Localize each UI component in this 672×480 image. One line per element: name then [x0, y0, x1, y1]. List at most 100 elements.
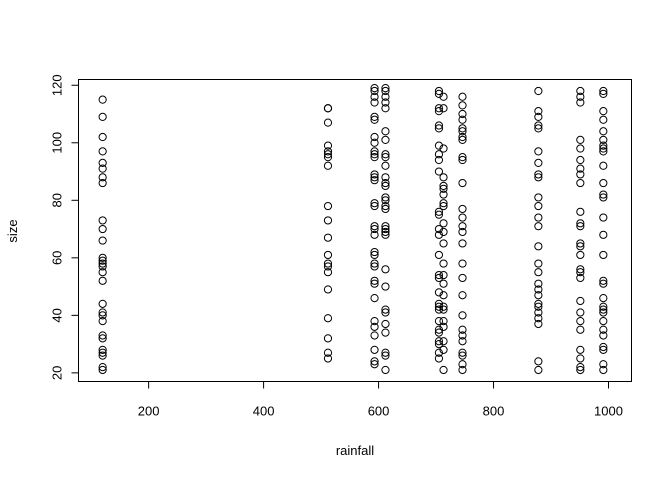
- data-point: [576, 354, 585, 363]
- data-point: [599, 127, 608, 136]
- data-point: [370, 357, 379, 366]
- data-point: [434, 299, 444, 308]
- data-point: [534, 121, 543, 130]
- data-point: [434, 230, 444, 239]
- data-point: [323, 334, 333, 343]
- data-point: [439, 92, 448, 101]
- data-point: [439, 337, 448, 346]
- data-point: [381, 224, 390, 234]
- data-point: [370, 173, 379, 182]
- data-point: [381, 222, 390, 231]
- data-point: [370, 112, 379, 121]
- data-point: [458, 204, 467, 214]
- data-point: [98, 236, 107, 245]
- data-point: [98, 308, 107, 317]
- data-point: [458, 178, 467, 188]
- data-point: [370, 201, 379, 211]
- data-point: [534, 365, 543, 375]
- y-axis: 20 40 60 80 100 120: [50, 74, 79, 380]
- data-point: [534, 259, 543, 268]
- data-point: [458, 222, 467, 231]
- data-point: [323, 285, 333, 294]
- data-point: [458, 115, 467, 124]
- data-point: [98, 158, 107, 168]
- data-point: [599, 161, 608, 170]
- data-point: [381, 193, 390, 202]
- y-tick-label: 80: [50, 193, 65, 207]
- data-point: [458, 124, 467, 133]
- data-point: [370, 224, 379, 234]
- data-point: [599, 342, 608, 352]
- data-point: [458, 132, 467, 142]
- x-tick-label: 200: [138, 404, 160, 419]
- data-point: [370, 84, 379, 93]
- data-point: [599, 89, 608, 98]
- y-tick-label: 20: [50, 366, 65, 380]
- data-point: [323, 216, 333, 225]
- data-point: [576, 308, 585, 317]
- data-point: [370, 115, 379, 124]
- data-point: [576, 155, 585, 165]
- data-point: [439, 279, 448, 288]
- y-tick-label: 120: [50, 74, 65, 96]
- data-point: [439, 219, 448, 228]
- data-point: [381, 86, 390, 96]
- data-point: [370, 92, 379, 101]
- data-point: [434, 288, 444, 297]
- data-point: [534, 86, 543, 96]
- data-point: [599, 178, 608, 188]
- data-point: [576, 250, 585, 260]
- data-point: [599, 308, 608, 317]
- data-point: [381, 308, 390, 317]
- data-point: [370, 345, 379, 354]
- data-point: [576, 317, 585, 326]
- data-point: [439, 227, 448, 237]
- data-point: [370, 86, 379, 96]
- data-point: [323, 150, 333, 159]
- data-point: [458, 213, 467, 222]
- data-point: [323, 233, 333, 242]
- data-point: [370, 98, 379, 107]
- data-point: [381, 265, 390, 274]
- data-point: [434, 348, 444, 357]
- data-point: [381, 201, 390, 211]
- data-point: [370, 276, 379, 285]
- data-points: [98, 84, 608, 375]
- data-point: [458, 259, 467, 268]
- data-point: [534, 193, 543, 202]
- data-point: [434, 150, 444, 159]
- data-point: [599, 360, 608, 369]
- data-point: [370, 322, 379, 331]
- data-point: [434, 121, 444, 130]
- data-point: [458, 337, 467, 346]
- data-point: [381, 135, 390, 144]
- data-point: [599, 331, 608, 340]
- data-point: [534, 308, 543, 317]
- data-point: [98, 132, 107, 142]
- data-point: [98, 259, 107, 268]
- data-point: [98, 147, 107, 156]
- data-point: [599, 213, 608, 222]
- data-point: [434, 104, 444, 113]
- data-point: [458, 153, 467, 162]
- data-point: [534, 222, 543, 231]
- data-point: [323, 262, 333, 271]
- data-point: [98, 299, 107, 308]
- data-point: [576, 98, 585, 107]
- data-point: [98, 311, 107, 320]
- data-point: [323, 354, 333, 363]
- y-tick-label: 60: [50, 251, 65, 265]
- data-point: [599, 190, 608, 199]
- data-point: [434, 141, 444, 150]
- data-point: [576, 268, 585, 277]
- data-point: [323, 268, 333, 277]
- data-point: [534, 242, 543, 251]
- data-point: [599, 147, 608, 156]
- data-point: [370, 230, 379, 239]
- data-point: [458, 348, 467, 357]
- data-point: [599, 144, 608, 153]
- data-point: [439, 199, 448, 208]
- data-point: [381, 196, 390, 205]
- data-point: [599, 293, 608, 303]
- data-point: [434, 325, 444, 334]
